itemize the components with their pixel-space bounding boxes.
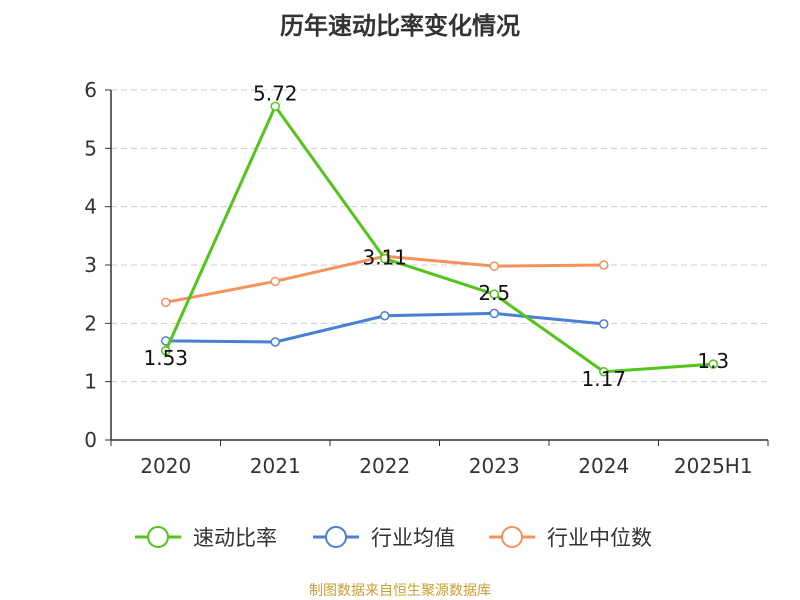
x-tick-label: 2022 — [359, 454, 410, 478]
data-point — [599, 260, 609, 270]
data-point — [708, 359, 718, 369]
x-tick-label: 2024 — [578, 454, 629, 478]
y-tick-label: 4 — [84, 195, 97, 219]
data-point — [161, 346, 171, 356]
data-label: 1.3 — [697, 349, 729, 373]
chart-title: 历年速动比率变化情况 — [280, 12, 520, 40]
legend-label: 行业中位数 — [547, 526, 652, 550]
y-tick-label: 3 — [84, 253, 97, 277]
data-label: 1.53 — [143, 346, 188, 370]
y-tick-label: 6 — [84, 78, 97, 102]
data-point — [599, 319, 609, 329]
legend-marker — [147, 526, 169, 548]
data-label: 1.17 — [581, 367, 626, 391]
data-point — [489, 289, 499, 299]
data-point — [380, 253, 390, 264]
x-tick-label: 2023 — [469, 454, 520, 478]
x-tick-label: 2020 — [140, 454, 191, 478]
x-tick-label: 2025H1 — [674, 454, 753, 478]
data-point — [161, 297, 171, 308]
data-label: 5.72 — [253, 81, 298, 105]
data-point — [489, 308, 499, 319]
y-tick-label: 2 — [84, 311, 97, 335]
data-point — [270, 276, 280, 287]
series-line-1 — [164, 104, 714, 374]
y-tick-label: 5 — [84, 136, 97, 160]
data-point — [270, 101, 280, 112]
data-point — [380, 311, 390, 321]
x-tick-label: 2021 — [250, 454, 301, 478]
data-point — [489, 261, 499, 271]
legend-marker — [325, 526, 347, 548]
legend-label: 速动比率 — [193, 526, 277, 550]
data-point — [270, 337, 280, 347]
data-label: 2.5 — [478, 281, 510, 305]
legend-label: 行业均值 — [371, 526, 455, 550]
data-point — [599, 367, 609, 377]
data-label: 3.11 — [362, 246, 407, 270]
source-note: 制图数据来自恒生聚源数据库 — [309, 583, 491, 599]
legend-marker — [501, 526, 523, 548]
y-tick-label: 1 — [84, 370, 97, 394]
y-tick-label: 0 — [84, 428, 97, 452]
